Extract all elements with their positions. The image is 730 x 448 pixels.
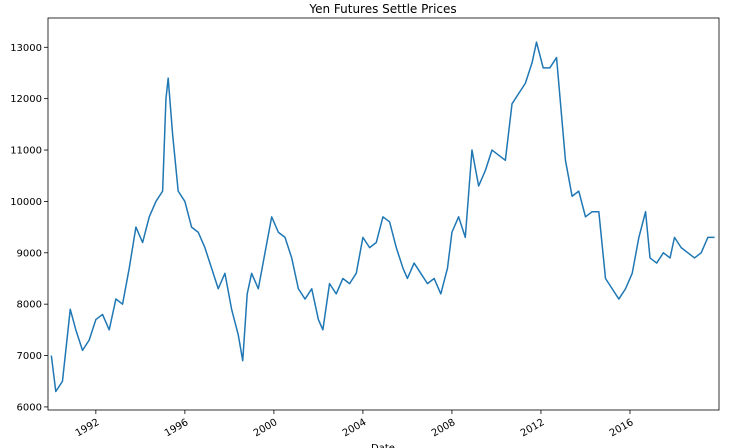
x-tick-label: 2008 <box>430 417 458 439</box>
y-tick-label: 8000 <box>17 300 42 311</box>
x-tick-label: 2000 <box>252 417 280 439</box>
chart-title: Yen Futures Settle Prices <box>308 2 456 16</box>
y-tick-label: 13000 <box>10 43 42 54</box>
plot-frame <box>47 17 720 411</box>
x-tick-label: 2016 <box>608 417 636 439</box>
y-tick-label: 9000 <box>17 248 42 259</box>
x-tick-label: 1992 <box>74 417 102 439</box>
y-tick-label: 12000 <box>10 94 42 105</box>
y-tick-label: 6000 <box>17 402 42 413</box>
y-tick-label: 11000 <box>10 146 42 157</box>
y-tick-label: 10000 <box>10 197 42 208</box>
price-line <box>50 41 715 393</box>
x-axis-label: Date <box>371 443 395 448</box>
x-tick-label: 1996 <box>163 417 191 439</box>
x-tick-label: 2004 <box>341 417 369 439</box>
y-tick-label: 7000 <box>17 351 42 362</box>
x-tick-label: 2012 <box>519 417 547 439</box>
